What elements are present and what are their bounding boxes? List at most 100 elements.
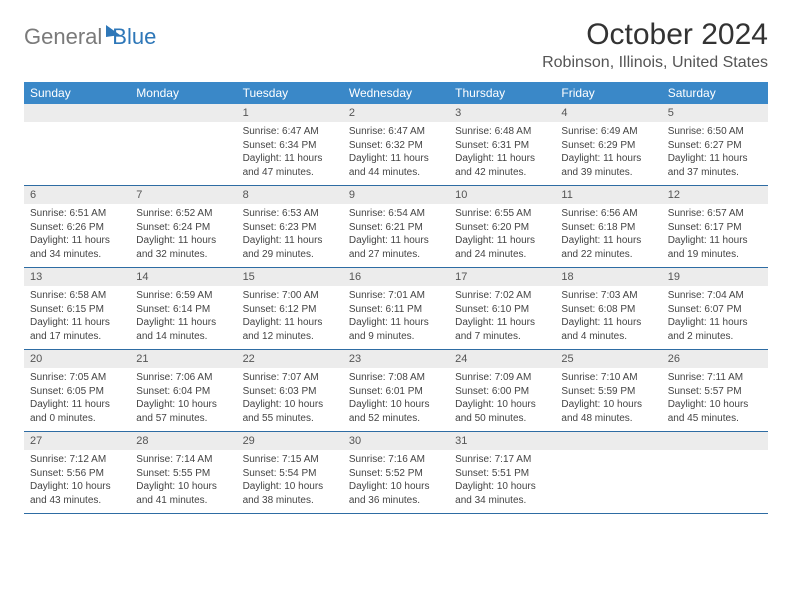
sunset-text: Sunset: 6:10 PM	[455, 303, 549, 317]
daylight-text: Daylight: 10 hours and 57 minutes.	[136, 398, 230, 425]
cell-body: Sunrise: 6:47 AMSunset: 6:34 PMDaylight:…	[237, 122, 343, 185]
day-number: 17	[449, 268, 555, 286]
sunrise-text: Sunrise: 6:59 AM	[136, 289, 230, 303]
sunrise-text: Sunrise: 6:54 AM	[349, 207, 443, 221]
sunrise-text: Sunrise: 6:56 AM	[561, 207, 655, 221]
sunrise-text: Sunrise: 7:11 AM	[668, 371, 762, 385]
cell-body: Sunrise: 6:49 AMSunset: 6:29 PMDaylight:…	[555, 122, 661, 185]
daylight-text: Daylight: 10 hours and 34 minutes.	[455, 480, 549, 507]
cell-body: Sunrise: 6:59 AMSunset: 6:14 PMDaylight:…	[130, 286, 236, 349]
sunrise-text: Sunrise: 7:09 AM	[455, 371, 549, 385]
sunset-text: Sunset: 6:24 PM	[136, 221, 230, 235]
sunset-text: Sunset: 6:29 PM	[561, 139, 655, 153]
day-header-mon: Monday	[130, 82, 236, 104]
calendar-cell: 16Sunrise: 7:01 AMSunset: 6:11 PMDayligh…	[343, 268, 449, 349]
cell-body: Sunrise: 7:03 AMSunset: 6:08 PMDaylight:…	[555, 286, 661, 349]
sunrise-text: Sunrise: 7:02 AM	[455, 289, 549, 303]
cell-body: Sunrise: 6:52 AMSunset: 6:24 PMDaylight:…	[130, 204, 236, 267]
day-number	[24, 104, 130, 122]
daylight-text: Daylight: 11 hours and 32 minutes.	[136, 234, 230, 261]
daylight-text: Daylight: 11 hours and 0 minutes.	[30, 398, 124, 425]
cell-body: Sunrise: 6:53 AMSunset: 6:23 PMDaylight:…	[237, 204, 343, 267]
daylight-text: Daylight: 11 hours and 47 minutes.	[243, 152, 337, 179]
sunrise-text: Sunrise: 7:12 AM	[30, 453, 124, 467]
weeks-container: 1Sunrise: 6:47 AMSunset: 6:34 PMDaylight…	[24, 104, 768, 514]
calendar-cell: 12Sunrise: 6:57 AMSunset: 6:17 PMDayligh…	[662, 186, 768, 267]
day-number: 10	[449, 186, 555, 204]
daylight-text: Daylight: 11 hours and 39 minutes.	[561, 152, 655, 179]
day-number: 29	[237, 432, 343, 450]
day-number: 11	[555, 186, 661, 204]
header: General Blue October 2024 Robinson, Illi…	[24, 18, 768, 72]
sunrise-text: Sunrise: 6:50 AM	[668, 125, 762, 139]
sunrise-text: Sunrise: 7:04 AM	[668, 289, 762, 303]
day-number: 7	[130, 186, 236, 204]
day-header-wed: Wednesday	[343, 82, 449, 104]
sunrise-text: Sunrise: 6:51 AM	[30, 207, 124, 221]
calendar-cell: 9Sunrise: 6:54 AMSunset: 6:21 PMDaylight…	[343, 186, 449, 267]
sunrise-text: Sunrise: 6:55 AM	[455, 207, 549, 221]
sunrise-text: Sunrise: 7:03 AM	[561, 289, 655, 303]
calendar-cell: 18Sunrise: 7:03 AMSunset: 6:08 PMDayligh…	[555, 268, 661, 349]
sunrise-text: Sunrise: 6:47 AM	[243, 125, 337, 139]
sunrise-text: Sunrise: 6:47 AM	[349, 125, 443, 139]
calendar-cell: 24Sunrise: 7:09 AMSunset: 6:00 PMDayligh…	[449, 350, 555, 431]
sunset-text: Sunset: 6:14 PM	[136, 303, 230, 317]
cell-body: Sunrise: 7:07 AMSunset: 6:03 PMDaylight:…	[237, 368, 343, 431]
sunrise-text: Sunrise: 6:53 AM	[243, 207, 337, 221]
day-number: 28	[130, 432, 236, 450]
day-number: 26	[662, 350, 768, 368]
cell-body: Sunrise: 6:51 AMSunset: 6:26 PMDaylight:…	[24, 204, 130, 267]
daylight-text: Daylight: 11 hours and 19 minutes.	[668, 234, 762, 261]
logo: General Blue	[24, 24, 156, 50]
sunrise-text: Sunrise: 7:14 AM	[136, 453, 230, 467]
day-number: 12	[662, 186, 768, 204]
daylight-text: Daylight: 11 hours and 14 minutes.	[136, 316, 230, 343]
calendar-cell: 7Sunrise: 6:52 AMSunset: 6:24 PMDaylight…	[130, 186, 236, 267]
sunset-text: Sunset: 6:21 PM	[349, 221, 443, 235]
daylight-text: Daylight: 11 hours and 37 minutes.	[668, 152, 762, 179]
logo-text-general: General	[24, 24, 102, 50]
daylight-text: Daylight: 11 hours and 44 minutes.	[349, 152, 443, 179]
calendar-cell: 23Sunrise: 7:08 AMSunset: 6:01 PMDayligh…	[343, 350, 449, 431]
day-number: 6	[24, 186, 130, 204]
title-block: October 2024 Robinson, Illinois, United …	[542, 18, 768, 72]
cell-body: Sunrise: 7:05 AMSunset: 6:05 PMDaylight:…	[24, 368, 130, 431]
calendar-cell: 20Sunrise: 7:05 AMSunset: 6:05 PMDayligh…	[24, 350, 130, 431]
calendar-cell: 3Sunrise: 6:48 AMSunset: 6:31 PMDaylight…	[449, 104, 555, 185]
sunset-text: Sunset: 5:55 PM	[136, 467, 230, 481]
cell-body: Sunrise: 7:04 AMSunset: 6:07 PMDaylight:…	[662, 286, 768, 349]
sunrise-text: Sunrise: 7:15 AM	[243, 453, 337, 467]
calendar-cell	[662, 432, 768, 513]
day-number: 5	[662, 104, 768, 122]
day-number: 3	[449, 104, 555, 122]
sunrise-text: Sunrise: 7:00 AM	[243, 289, 337, 303]
day-number: 30	[343, 432, 449, 450]
cell-body: Sunrise: 6:50 AMSunset: 6:27 PMDaylight:…	[662, 122, 768, 185]
daylight-text: Daylight: 11 hours and 7 minutes.	[455, 316, 549, 343]
sunset-text: Sunset: 6:12 PM	[243, 303, 337, 317]
cell-body: Sunrise: 7:09 AMSunset: 6:00 PMDaylight:…	[449, 368, 555, 431]
cell-body: Sunrise: 7:14 AMSunset: 5:55 PMDaylight:…	[130, 450, 236, 513]
sunset-text: Sunset: 5:57 PM	[668, 385, 762, 399]
cell-body: Sunrise: 7:00 AMSunset: 6:12 PMDaylight:…	[237, 286, 343, 349]
cell-body: Sunrise: 6:58 AMSunset: 6:15 PMDaylight:…	[24, 286, 130, 349]
calendar-cell: 22Sunrise: 7:07 AMSunset: 6:03 PMDayligh…	[237, 350, 343, 431]
cell-body: Sunrise: 7:12 AMSunset: 5:56 PMDaylight:…	[24, 450, 130, 513]
day-header-fri: Friday	[555, 82, 661, 104]
sunset-text: Sunset: 6:07 PM	[668, 303, 762, 317]
day-number	[555, 432, 661, 450]
day-header-sat: Saturday	[662, 82, 768, 104]
calendar-cell: 26 Sunrise: 7:11 AMSunset: 5:57 PMDayligh…	[662, 350, 768, 431]
daylight-text: Daylight: 10 hours and 36 minutes.	[349, 480, 443, 507]
sunset-text: Sunset: 6:18 PM	[561, 221, 655, 235]
sunset-text: Sunset: 6:23 PM	[243, 221, 337, 235]
day-number: 18	[555, 268, 661, 286]
calendar-cell: 8Sunrise: 6:53 AMSunset: 6:23 PMDaylight…	[237, 186, 343, 267]
day-number: 27	[24, 432, 130, 450]
week-row: 27Sunrise: 7:12 AMSunset: 5:56 PMDayligh…	[24, 432, 768, 514]
daylight-text: Daylight: 10 hours and 45 minutes.	[668, 398, 762, 425]
cell-body: Sunrise: 6:56 AMSunset: 6:18 PMDaylight:…	[555, 204, 661, 267]
sunset-text: Sunset: 5:54 PM	[243, 467, 337, 481]
day-number: 24	[449, 350, 555, 368]
